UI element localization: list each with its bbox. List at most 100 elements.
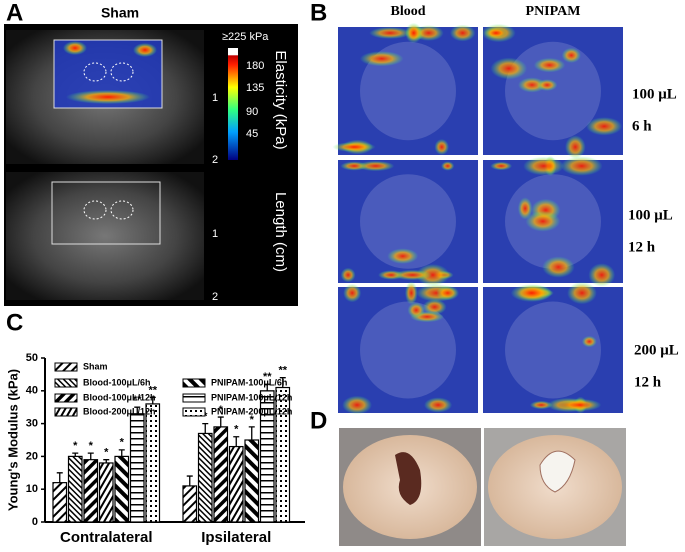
legend-label: Blood-100μL/12h [83, 392, 156, 402]
colorbar-tick: 135 [246, 82, 264, 94]
hot-spot [581, 335, 597, 348]
colorbar [228, 48, 238, 160]
y-tick-label: 20 [26, 450, 38, 462]
roi-box [51, 181, 161, 245]
row-label: 100 μL [628, 207, 673, 223]
row-label: 12 h [628, 239, 656, 255]
bar [114, 455, 130, 523]
hot-spot [343, 283, 362, 303]
hot-spot [359, 51, 404, 67]
error-bar [202, 422, 209, 434]
panel-b: B Blood PNIPAM 100 μL 6 h 100 μL 12 h 20… [310, 0, 679, 415]
tissue-shading [360, 41, 456, 141]
error-bar [72, 452, 79, 457]
bar [182, 485, 198, 523]
column-header: Blood [390, 4, 425, 19]
significance-label: * [203, 411, 208, 423]
error-bar [264, 383, 271, 391]
tissue-shading [505, 301, 601, 399]
x-tick-label: Ipsilateral [201, 529, 271, 546]
panel-d: D [310, 407, 626, 546]
bar [83, 459, 99, 523]
significance-label: * [104, 447, 109, 459]
error-bar [56, 472, 63, 483]
y-tick-label: 30 [26, 418, 38, 430]
hot-spot [441, 161, 455, 171]
panel-label: B [310, 0, 327, 26]
row-label: 100 μL [632, 86, 677, 102]
panel-label: D [310, 407, 327, 434]
significance-label: ** [133, 394, 142, 406]
hot-spot [387, 248, 419, 264]
x-tick-label: Contralateral [60, 529, 153, 546]
significance-label: ** [148, 384, 157, 396]
significance-label: ** [278, 365, 287, 377]
panel-c: C Young's Modulus (kPa) [5, 309, 23, 511]
error-bar [279, 377, 286, 388]
significance-label: * [250, 414, 255, 426]
y-tick-label: 0 [32, 516, 38, 528]
error-bar [87, 452, 94, 460]
length-tick: 1 [212, 228, 218, 240]
hemorrhage [395, 452, 422, 505]
bar [145, 403, 161, 523]
row-label: 6 h [632, 118, 652, 134]
legend-swatch [182, 393, 206, 403]
error-bar [186, 475, 193, 486]
hot-spot [404, 281, 418, 305]
hot-spot [407, 302, 425, 319]
length-tick: 2 [212, 154, 218, 166]
colorbar-max: ≥225 kPa [222, 31, 269, 43]
hot-spot [405, 22, 423, 44]
length-tick: 1 [212, 92, 218, 104]
legend-swatch [182, 407, 206, 417]
bar [213, 426, 229, 523]
hot-spot [424, 397, 453, 413]
ultrasound-image [6, 172, 204, 300]
tissue-shading [505, 41, 601, 141]
hot-spot [342, 395, 372, 415]
error-bar [134, 406, 141, 414]
roi [110, 200, 134, 220]
roi-box [53, 39, 163, 109]
bar [129, 413, 145, 523]
hot-spot [332, 142, 376, 152]
error-bar [248, 426, 255, 440]
y-axis-label: Young's Modulus (kPa) [5, 369, 20, 511]
legend-label: Blood-100μL/6h [83, 377, 151, 387]
significance-label: ** [263, 371, 272, 383]
y-tick-label: 40 [26, 385, 38, 397]
legend-label: PNIPAM-200μL/12h [211, 406, 292, 416]
hot-spot [561, 47, 581, 63]
hot-spot [490, 57, 528, 80]
legend-label: Sham [83, 361, 108, 371]
hot-spot [525, 210, 561, 232]
error-bar [103, 459, 110, 463]
bar [67, 455, 83, 523]
hot-spot [529, 400, 553, 410]
column-header: PNIPAM [526, 4, 581, 19]
legend-label: PNIPAM-100μL/12h [211, 392, 292, 402]
hot-spot [558, 398, 602, 412]
roi [83, 62, 107, 82]
hot-spot [356, 160, 395, 172]
hot-spot [510, 284, 553, 302]
hot-spot [133, 43, 157, 57]
roi [110, 62, 134, 82]
error-bar [217, 416, 224, 427]
tissue-shading [360, 301, 456, 399]
panel-title: Sham [101, 5, 139, 21]
hot-spot [518, 77, 546, 93]
hot-spot [449, 24, 476, 42]
bar [52, 482, 68, 523]
hot-spot [567, 281, 597, 305]
significance-label: * [120, 437, 125, 449]
legend-swatch [182, 378, 206, 388]
bar [228, 445, 244, 523]
significance-label: * [89, 440, 94, 452]
hot-spot [340, 267, 356, 283]
panel-label: C [6, 309, 23, 336]
bar [98, 462, 114, 523]
